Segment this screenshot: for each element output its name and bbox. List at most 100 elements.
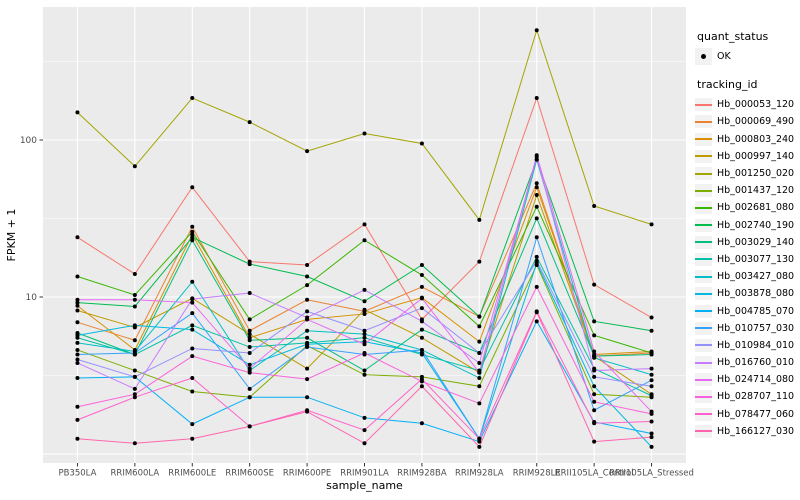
x-tick-label: RRIM928LE: [513, 469, 561, 479]
data-point: [419, 296, 424, 301]
data-point: [477, 324, 482, 329]
legend-item-Hb_002740_190: Hb_002740_190: [695, 217, 799, 234]
data-point: [305, 345, 310, 350]
data-point: [305, 297, 310, 302]
data-point: [477, 339, 482, 344]
data-point: [305, 328, 310, 333]
legend-item-Hb_000997_140: Hb_000997_140: [695, 148, 799, 165]
data-point: [75, 274, 80, 279]
data-point: [132, 386, 137, 391]
legend-label: Hb_016760_010: [717, 357, 795, 369]
x-tick-label: RRIM928LA: [455, 469, 504, 479]
data-point: [305, 366, 310, 371]
data-point: [592, 319, 597, 324]
y-axis-title: FPKM + 1: [5, 209, 18, 262]
ok-point-key: [695, 48, 712, 66]
legend-label: Hb_003878_080: [717, 288, 795, 300]
legend-item-Hb_003878_080: Hb_003878_080: [695, 285, 799, 302]
data-point: [649, 328, 654, 333]
legend-line-swatch: [695, 378, 712, 381]
legend-label: Hb_028707_110: [717, 391, 795, 403]
data-point: [190, 327, 195, 332]
data-point: [362, 299, 367, 304]
data-point: [649, 352, 654, 357]
legend-item-ok: OK: [695, 48, 799, 66]
data-point: [592, 392, 597, 397]
legend-item-Hb_024714_080: Hb_024714_080: [695, 371, 799, 388]
data-point: [362, 238, 367, 243]
data-point: [592, 408, 597, 413]
data-point: [592, 421, 597, 426]
legend-line-swatch: [695, 241, 712, 244]
x-tick-label: RRII105LA_Stressed: [609, 469, 694, 479]
data-point: [75, 235, 80, 240]
line-key-icon: [695, 338, 712, 352]
legend-item-Hb_001250_020: Hb_001250_020: [695, 165, 799, 182]
legend-title-tracking-id: tracking_id: [697, 78, 758, 92]
line-key-icon: [695, 287, 712, 301]
data-point: [534, 185, 539, 190]
data-point: [534, 204, 539, 209]
data-point: [132, 368, 137, 373]
data-point: [132, 392, 137, 397]
legend-line-swatch: [695, 103, 712, 106]
data-point: [75, 333, 80, 338]
legend-item-Hb_016760_010: Hb_016760_010: [695, 354, 799, 371]
data-point: [305, 395, 310, 400]
legend-line-swatch: [695, 120, 712, 123]
data-point: [75, 357, 80, 362]
data-point: [132, 350, 137, 355]
data-point: [75, 375, 80, 380]
data-point: [132, 441, 137, 446]
data-point: [362, 335, 367, 340]
data-point: [190, 297, 195, 302]
legend-item-Hb_000803_240: Hb_000803_240: [695, 131, 799, 148]
line-key-icon: [695, 201, 712, 215]
line-key-icon: [695, 115, 712, 129]
data-point: [247, 332, 252, 337]
legend-line-swatch: [695, 310, 712, 313]
data-point: [132, 395, 137, 400]
legend-label: Hb_002681_080: [717, 202, 795, 214]
data-point: [75, 347, 80, 352]
data-point: [362, 131, 367, 136]
data-point: [362, 350, 367, 355]
x-tick-label: RRIM600LA: [111, 469, 160, 479]
data-point: [305, 262, 310, 267]
line-key-icon: [695, 373, 712, 387]
data-point: [419, 273, 424, 278]
data-point: [592, 349, 597, 354]
legend-label: Hb_078477_060: [717, 408, 795, 420]
x-tick-label: RRIM928BA: [397, 469, 447, 479]
data-point: [132, 374, 137, 379]
data-point: [247, 395, 252, 400]
data-point: [132, 323, 137, 328]
legend-item-Hb_004785_070: Hb_004785_070: [695, 302, 799, 319]
data-point: [477, 401, 482, 406]
data-point: [132, 292, 137, 297]
x-tick-label: RRIM600SE: [225, 469, 274, 479]
data-point: [362, 222, 367, 227]
data-point: [649, 378, 654, 383]
legend-label: Hb_001437_120: [717, 185, 795, 197]
data-point: [419, 306, 424, 311]
line-key-icon: [695, 390, 712, 404]
data-point: [362, 441, 367, 446]
legend-line-swatch: [695, 258, 712, 261]
data-point: [649, 431, 654, 436]
data-point: [247, 370, 252, 375]
data-point: [190, 354, 195, 359]
data-point: [132, 304, 137, 309]
data-point: [75, 297, 80, 302]
legend-label: Hb_003029_140: [717, 236, 795, 248]
data-point: [75, 303, 80, 308]
data-point: [305, 309, 310, 314]
line-key-icon: [695, 98, 712, 112]
data-point: [477, 259, 482, 264]
legend-label: Hb_166127_030: [717, 425, 795, 437]
data-point: [362, 372, 367, 377]
data-point: [190, 346, 195, 351]
data-point: [534, 193, 539, 198]
data-point: [362, 287, 367, 292]
